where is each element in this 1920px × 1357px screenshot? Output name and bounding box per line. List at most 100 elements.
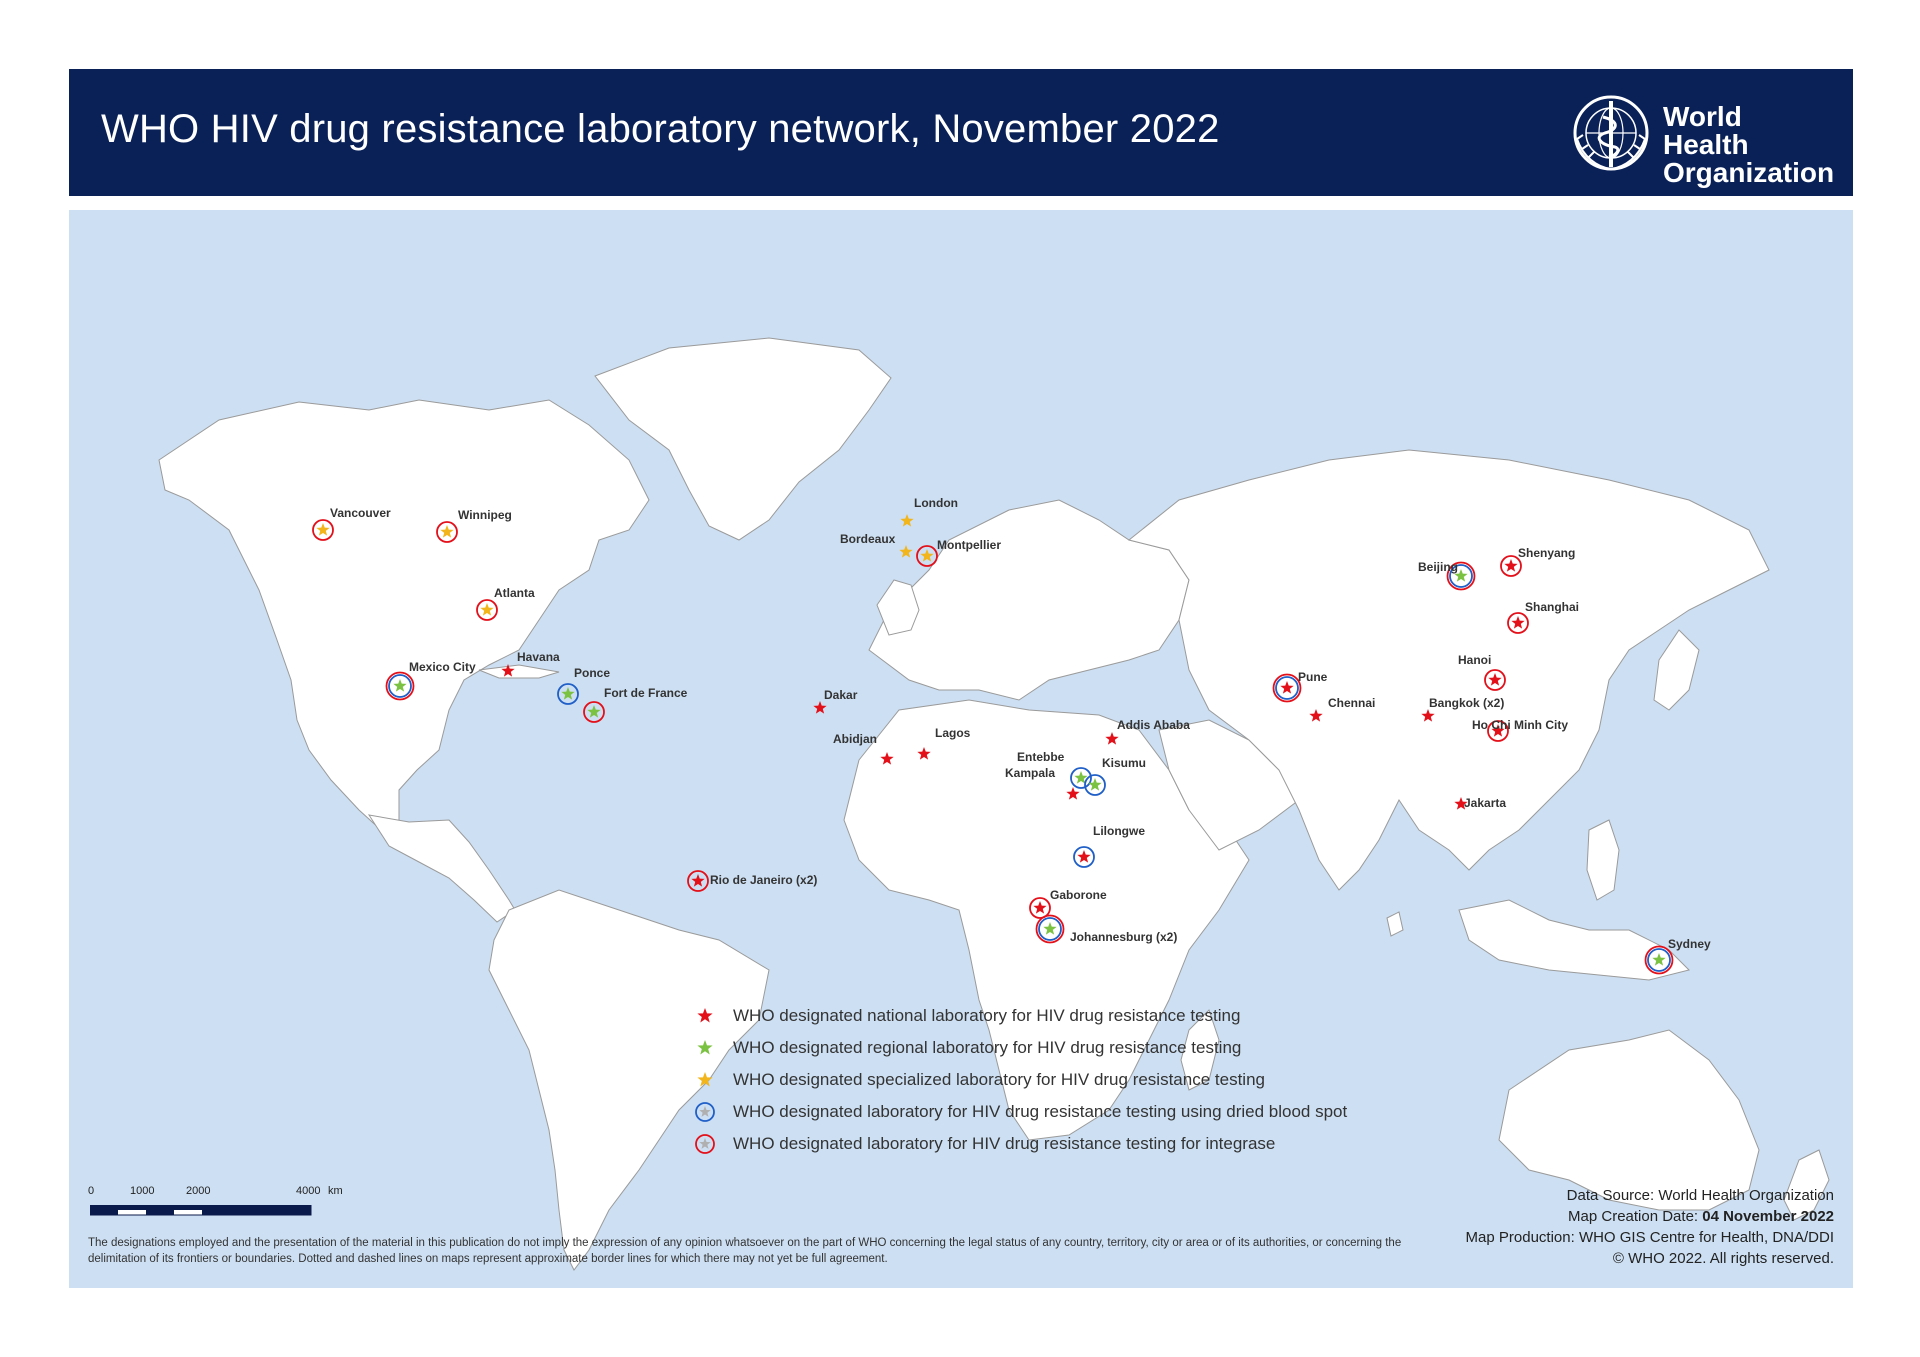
lab-marker-beijing <box>1446 561 1476 591</box>
lab-marker-addis-ababa <box>1105 732 1119 745</box>
landmass-indonesia <box>1458 899 1690 981</box>
city-label-bordeaux: Bordeaux <box>840 532 896 546</box>
landmass-asia <box>1127 449 1770 891</box>
dbs-ring <box>1647 948 1671 972</box>
lab-marker-vancouver <box>312 519 334 541</box>
integrase-ring <box>687 870 709 892</box>
integrase-ring <box>916 545 938 567</box>
map-title: WHO HIV drug resistance laboratory netwo… <box>101 107 1220 151</box>
city-label-johannesburg: Johannesburg (x2) <box>1070 930 1178 944</box>
city-label-sydney: Sydney <box>1668 937 1711 951</box>
red-star-icon <box>697 1008 713 1023</box>
landmass-south-america <box>488 889 770 1271</box>
dbs-ring <box>1038 917 1062 941</box>
national-star-icon <box>691 874 705 887</box>
integrase-ring <box>1507 612 1529 634</box>
regional-star-icon <box>587 705 601 718</box>
scale-label-1000: 1000 <box>130 1185 155 1197</box>
city-label-abidjan: Abidjan <box>833 732 877 746</box>
dbs-ring <box>1073 846 1095 868</box>
lab-marker-pune <box>1272 673 1302 703</box>
national-star-icon <box>1280 681 1294 694</box>
city-label-montpellier: Montpellier <box>937 538 1002 552</box>
integrase-ring <box>1029 897 1051 919</box>
scale-label-4000: 4000 <box>296 1185 321 1197</box>
city-label-lilongwe: Lilongwe <box>1093 824 1145 838</box>
regional-star-icon <box>393 679 407 692</box>
yellow-star-icon <box>697 1072 713 1087</box>
city-label-atlanta: Atlanta <box>494 586 535 600</box>
integrase-ring <box>1500 555 1522 577</box>
disclaimer-text: The designations employed and the presen… <box>88 1237 1402 1265</box>
city-label-bangkok: Bangkok (x2) <box>1429 696 1505 710</box>
city-label-havana: Havana <box>517 650 560 664</box>
integrase-ring <box>312 519 334 541</box>
landmass-philippines <box>1586 819 1620 901</box>
lab-marker-london <box>900 514 914 527</box>
city-label-chennai: Chennai <box>1328 696 1376 710</box>
legend-label: WHO designated regional laboratory for H… <box>733 1038 1242 1057</box>
integrase-ring <box>1272 673 1302 703</box>
landmass-new-zealand <box>1783 1149 1830 1221</box>
lab-marker-hanoi <box>1484 669 1506 691</box>
national-star-icon <box>917 747 931 760</box>
green-star-icon <box>697 1040 713 1055</box>
landmass-central-america <box>367 814 516 923</box>
lab-marker-lilongwe <box>1073 846 1095 868</box>
integrase-ring <box>1644 945 1674 975</box>
creation-date: Map Creation Date: 04 November 2022 <box>1466 1206 1834 1227</box>
lab-marker-entebbe <box>1070 767 1092 789</box>
dbs-ring <box>1070 767 1092 789</box>
specialized-star-icon <box>899 545 913 558</box>
lab-marker-shanghai <box>1507 612 1529 634</box>
dbs-ring <box>1449 564 1473 588</box>
regional-star-icon <box>1088 778 1102 791</box>
national-star-icon <box>1511 616 1525 629</box>
national-star-icon <box>880 752 894 765</box>
city-label-fort-de-france: Fort de France <box>604 686 688 700</box>
city-label-dakar: Dakar <box>824 688 858 702</box>
lab-marker-winnipeg <box>436 521 458 543</box>
city-label-shenyang: Shenyang <box>1518 546 1576 560</box>
integrase-ring <box>476 599 498 621</box>
world-map <box>158 337 1830 1271</box>
specialized-star-icon <box>900 514 914 527</box>
scale-label-unit: km <box>328 1185 343 1197</box>
landmass-madagascar <box>1180 1009 1220 1091</box>
landmass-australia <box>1498 1029 1760 1211</box>
red-circle-icon <box>695 1134 715 1154</box>
lab-marker-ponce <box>557 683 579 705</box>
national-star-icon <box>1504 559 1518 572</box>
lab-marker-bangkok-x2 <box>1421 709 1435 722</box>
header-banner: WHO HIV drug resistance laboratory netwo… <box>69 69 1853 196</box>
specialized-star-icon <box>440 525 454 538</box>
national-star-icon <box>501 664 515 677</box>
specialized-star-icon <box>920 549 934 562</box>
dbs-ring <box>1275 676 1299 700</box>
national-star-icon <box>1488 673 1502 686</box>
scale-label-2000: 2000 <box>186 1185 211 1197</box>
legend-item-dried-blood-spot: WHO designated laboratory for HIV drug r… <box>693 1098 1433 1128</box>
lab-marker-kisumu <box>1084 774 1106 796</box>
regional-star-icon <box>1454 569 1468 582</box>
national-star-icon <box>1309 709 1323 722</box>
scale-label-0: 0 <box>88 1185 95 1197</box>
regional-star-icon <box>1074 771 1088 784</box>
city-label-ponce: Ponce <box>574 666 611 680</box>
national-star-icon <box>1421 709 1435 722</box>
city-label-mexico-city: Mexico City <box>409 660 476 674</box>
lab-marker-dakar <box>813 701 827 714</box>
city-label-addis-ababa: Addis Ababa <box>1117 718 1190 732</box>
national-star-icon <box>1454 797 1468 810</box>
legend-item-specialized: WHO designated specialized laboratory fo… <box>693 1066 1433 1096</box>
lab-marker-jakarta <box>1454 797 1468 810</box>
lab-marker-montpellier <box>916 545 938 567</box>
who-logo: World Health Organization <box>1569 91 1834 187</box>
data-source: Data Source: World Health Organization <box>1566 1187 1834 1204</box>
city-label-jakarta: Jakarta <box>1464 796 1507 810</box>
city-label-kisumu: Kisumu <box>1102 756 1147 770</box>
regional-star-icon <box>1043 922 1057 935</box>
landmass-japan <box>1653 629 1700 711</box>
city-label-winnipeg: Winnipeg <box>458 508 512 522</box>
integrase-ring <box>1487 720 1509 742</box>
